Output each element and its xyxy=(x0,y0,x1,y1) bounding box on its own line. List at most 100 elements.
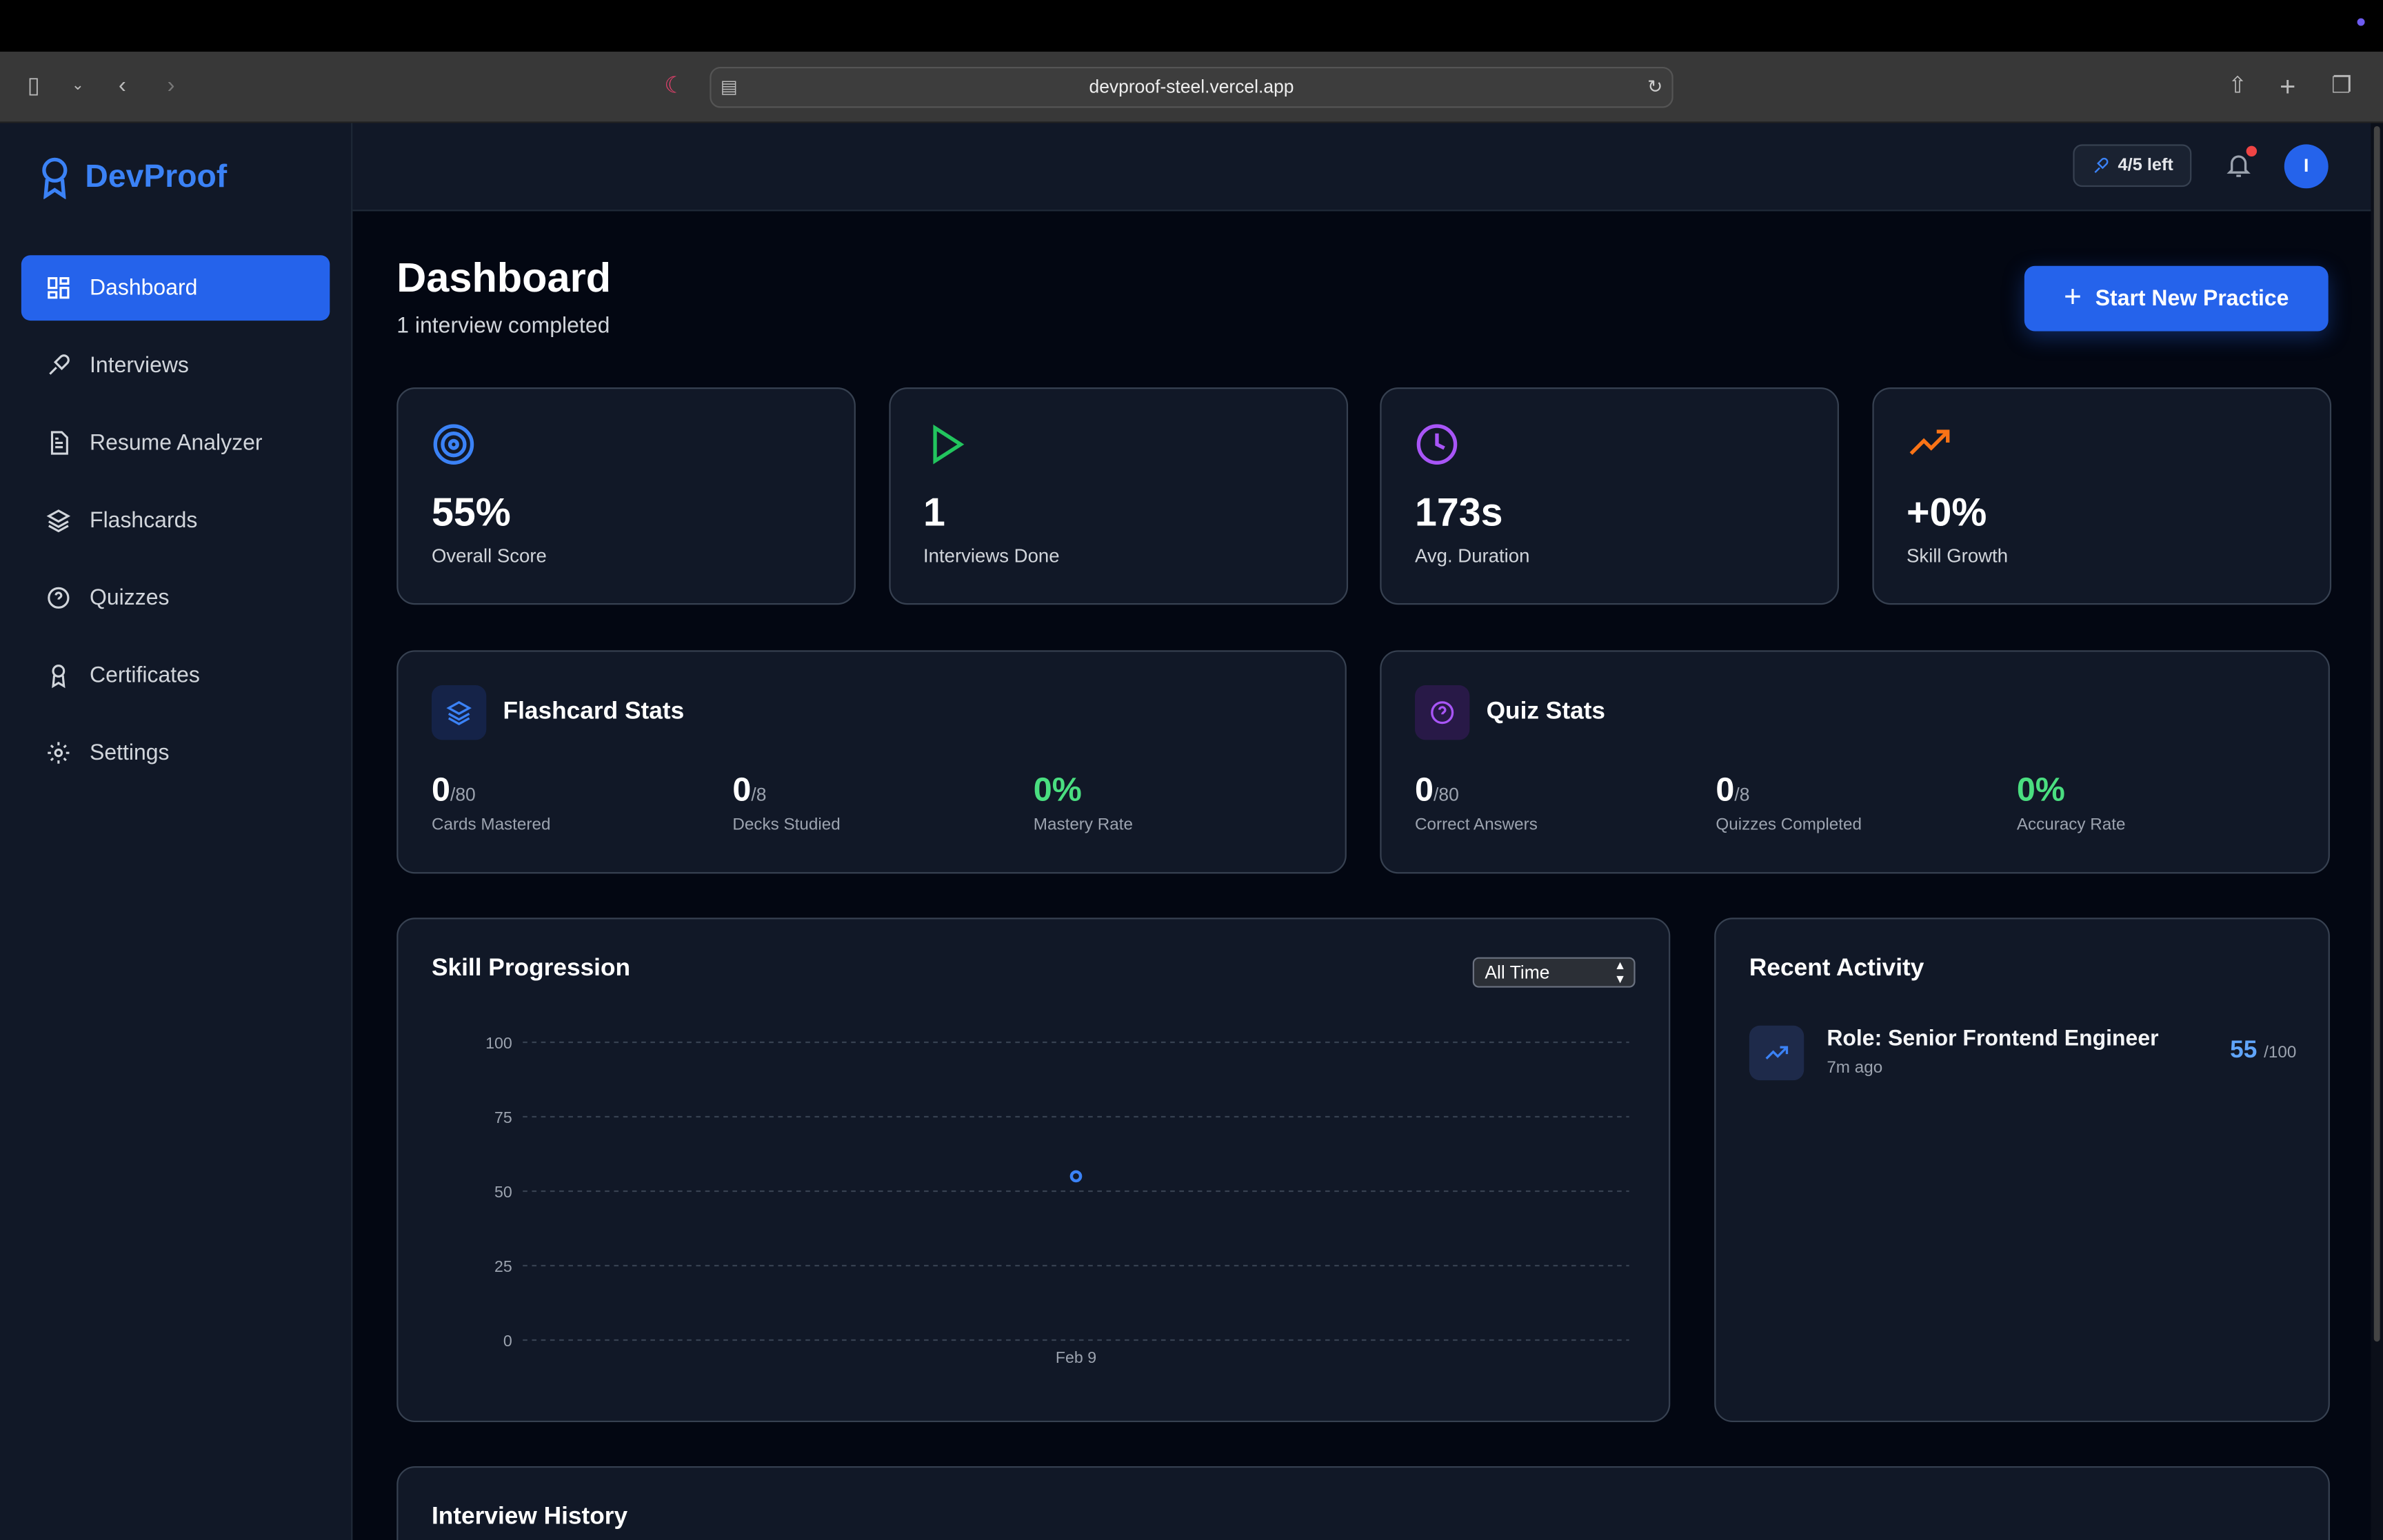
url-text: devproof-steel.vercel.app xyxy=(1089,76,1294,98)
browser-toolbar: ▯ ⌄ ‹ › ☾ ▤ devproof-steel.vercel.app ↻ … xyxy=(0,51,2383,123)
plus-icon: + xyxy=(2064,281,2082,315)
y-tick-label: 100 xyxy=(485,1034,512,1052)
recent-activity-card: Recent Activity Role: Senior Frontend En… xyxy=(1714,918,2330,1423)
back-icon[interactable]: ‹ xyxy=(118,72,126,99)
sidebar-item-quizzes[interactable]: Quizzes xyxy=(21,565,330,631)
mini-stat: 0/80 Cards Mastered xyxy=(432,770,551,834)
mini-stat-total: /80 xyxy=(450,784,476,806)
avatar[interactable]: I xyxy=(2284,144,2329,189)
mini-stat-label: Accuracy Rate xyxy=(2016,815,2126,835)
stat-value: +0% xyxy=(1907,489,1987,535)
play-icon xyxy=(932,424,964,465)
sidebar-item-flashcards[interactable]: Flashcards xyxy=(21,488,330,554)
mini-stat: 0% Accuracy Rate xyxy=(2017,770,2126,834)
share-icon[interactable]: ⇧ xyxy=(2228,72,2247,99)
sidebar-toggle-icon[interactable]: ▯ xyxy=(27,72,40,99)
mini-stat: 0/8 Quizzes Completed xyxy=(1716,770,1862,834)
chevron-down-icon[interactable]: ⌄ xyxy=(71,77,85,94)
mic-icon xyxy=(2093,157,2108,174)
scrollbar[interactable] xyxy=(2371,123,2383,1540)
stat-card: 55% Overall Score xyxy=(396,387,856,605)
sidebar-nav: Dashboard Interviews Resume Analyzer Flashc… xyxy=(21,255,330,798)
card-title: Skill Progression xyxy=(431,955,631,982)
award-icon xyxy=(42,157,68,199)
scrollbar-thumb[interactable] xyxy=(2373,125,2380,1342)
mini-stat-label: Mastery Rate xyxy=(1033,815,1133,835)
bell-icon xyxy=(2226,155,2251,177)
top-header: 4/5 left I xyxy=(352,123,2371,212)
card-title: Interview History xyxy=(431,1504,628,1530)
data-point xyxy=(1069,1170,1083,1183)
activity-score-max: /100 xyxy=(2264,1044,2297,1062)
sidebar-item-resume-analyzer[interactable]: Resume Analyzer xyxy=(21,410,330,476)
stat-label: Avg. Duration xyxy=(1415,545,1530,567)
stat-value: 55% xyxy=(431,489,511,535)
mini-stat-value: 0 xyxy=(431,770,450,809)
logo[interactable]: DevProof xyxy=(38,156,227,199)
sidebar: DevProof Dashboard Interviews Resume Analy… xyxy=(0,123,353,1540)
sidebar-item-settings[interactable]: Settings xyxy=(21,720,330,786)
activity-item[interactable]: Role: Senior Frontend Engineer 7m ago 55… xyxy=(1749,1022,2296,1083)
page-subtitle: 1 interview completed xyxy=(396,314,610,339)
stat-card: 1 Interviews Done xyxy=(888,387,1347,605)
stat-card: 173s Avg. Duration xyxy=(1380,387,1839,605)
card-title: Quiz Stats xyxy=(1486,698,1606,725)
mini-stat-label: Cards Mastered xyxy=(431,815,551,835)
time-range-select[interactable]: All Time ▲ ▼ xyxy=(1472,957,1636,988)
card-title: Recent Activity xyxy=(1749,955,1924,982)
mini-stat-value: 0% xyxy=(2016,770,2065,809)
sidebar-item-label: Certificates xyxy=(90,663,200,688)
x-tick-label: Feb 9 xyxy=(1056,1348,1096,1366)
activity-score: 55 xyxy=(2230,1037,2258,1064)
mini-stat-label: Correct Answers xyxy=(1415,815,1538,835)
select-arrows-icon: ▲ ▼ xyxy=(1613,958,1627,986)
file-icon xyxy=(50,431,68,455)
sidebar-item-label: Interviews xyxy=(90,353,189,378)
sidebar-item-certificates[interactable]: Certificates xyxy=(21,642,330,708)
interview-history-card: Interview History xyxy=(396,1466,2330,1540)
quota-badge[interactable]: 4/5 left xyxy=(2072,144,2192,188)
gear-icon xyxy=(48,742,70,764)
new-tab-icon[interactable]: + xyxy=(2280,71,2296,102)
sidebar-item-label: Settings xyxy=(90,740,170,765)
start-new-practice-button[interactable]: + Start New Practice xyxy=(2024,265,2329,332)
app-name: DevProof xyxy=(85,159,228,195)
menu-bar xyxy=(0,0,2383,52)
stat-label: Overall Score xyxy=(431,545,547,567)
stat-label: Skill Growth xyxy=(1907,545,2009,567)
forward-icon: › xyxy=(167,72,175,99)
trending-up-icon xyxy=(1909,429,1949,455)
sidebar-item-label: Dashboard xyxy=(90,276,198,301)
reload-icon[interactable]: ↻ xyxy=(1647,76,1663,98)
quiz-stats-card: Quiz Stats 0/80 Correct Answers 0/8 Quizzes… xyxy=(1380,650,2330,874)
tabs-icon[interactable]: ❐ xyxy=(2331,72,2352,99)
stat-value: 1 xyxy=(923,489,945,535)
mic-icon xyxy=(49,354,70,375)
sidebar-item-dashboard[interactable]: Dashboard xyxy=(21,255,330,321)
mini-stat-value: 0 xyxy=(1716,770,1735,809)
target-icon xyxy=(433,424,474,465)
mini-stat-value: 0 xyxy=(1415,770,1434,809)
sidebar-item-interviews[interactable]: Interviews xyxy=(21,333,330,398)
clock-icon xyxy=(1416,424,1458,465)
help-circle-icon xyxy=(48,587,70,609)
notifications-button[interactable] xyxy=(2225,145,2258,187)
skill-chart: 0 25 50 75 100 Feb 9 xyxy=(485,1034,1629,1366)
y-tick-label: 25 xyxy=(494,1257,512,1275)
sidebar-item-label: Quizzes xyxy=(90,585,170,610)
trending-up-icon xyxy=(1749,1025,1804,1081)
award-icon xyxy=(52,665,66,689)
y-tick-label: 50 xyxy=(494,1183,512,1201)
page-settings-icon[interactable]: ▤ xyxy=(720,76,738,98)
y-tick-label: 0 xyxy=(503,1332,512,1350)
stat-value: 173s xyxy=(1415,489,1503,535)
mini-stat-value: 0 xyxy=(732,770,752,809)
moon-icon[interactable]: ☾ xyxy=(664,72,685,99)
mini-stat-total: /80 xyxy=(1434,784,1459,806)
sidebar-item-label: Flashcards xyxy=(90,508,198,533)
activity-title: Role: Senior Frontend Engineer xyxy=(1827,1026,2159,1052)
address-bar[interactable]: ▤ devproof-steel.vercel.app ↻ xyxy=(710,66,1673,108)
mini-stat-label: Quizzes Completed xyxy=(1716,815,1862,835)
mini-stat-value: 0% xyxy=(1033,770,1082,809)
